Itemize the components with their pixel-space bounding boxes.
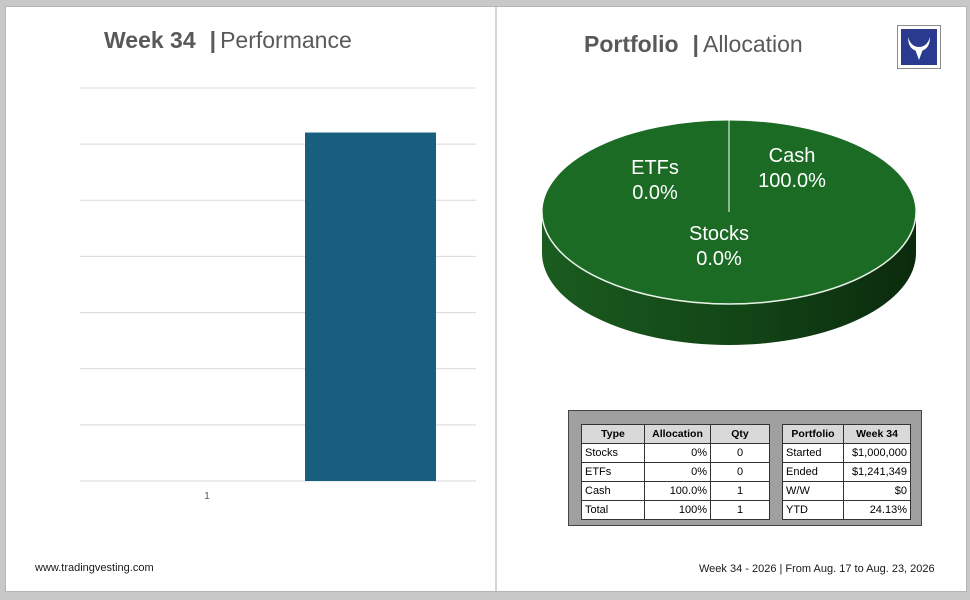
bull-horns-logo-icon (897, 25, 941, 69)
alloc-cell: 0% (644, 443, 711, 463)
alloc-header-type: Type (581, 424, 645, 444)
week-range-footer: Week 34 - 2026 | From Aug. 17 to Aug. 23… (699, 563, 935, 575)
allocation-title-label: Allocation (702, 31, 803, 57)
slice-label: Cash (769, 145, 816, 167)
port-cell: $1,241,349 (843, 462, 911, 482)
alloc-cell: 100% (644, 500, 711, 520)
table-row: Ended $1,241,349 (782, 462, 911, 482)
slice-label: ETFs (631, 157, 679, 179)
port-cell: 24.13% (843, 500, 911, 520)
alloc-cell: 1 (710, 500, 770, 520)
alloc-cell: 0 (710, 462, 770, 482)
allocation-table: Type Allocation Qty Stocks 0% 0 ETFs 0% … (581, 424, 770, 520)
alloc-cell: 0 (710, 443, 770, 463)
summary-tables: Type Allocation Qty Stocks 0% 0 ETFs 0% … (568, 410, 922, 526)
panel-divider (495, 7, 497, 591)
port-cell: YTD (782, 500, 844, 520)
portfolio-table: Portfolio Week 34 Started $1,000,000 End… (782, 424, 911, 520)
alloc-cell: 1 (710, 481, 770, 501)
port-cell: $0 (843, 481, 911, 501)
alloc-cell: Stocks (581, 443, 645, 463)
slice-value-label: 0.0% (696, 248, 742, 270)
allocation-title-portfolio: Portfolio (584, 31, 679, 57)
table-row: Stocks 0% 0 (581, 443, 770, 463)
port-cell: Started (782, 443, 844, 463)
alloc-cell: ETFs (581, 462, 645, 482)
slice-label: Stocks (689, 223, 749, 245)
performance-title-week: Week 34 (104, 27, 196, 53)
alloc-cell: 100.0% (644, 481, 711, 501)
port-header-portfolio: Portfolio (782, 424, 844, 444)
table-row: Started $1,000,000 (782, 443, 911, 463)
pie-rim (541, 211, 917, 305)
table-row: Cash 100.0% 1 (581, 481, 770, 501)
allocation-title-separator: | (692, 31, 699, 57)
performance-title-label: Performance (220, 27, 352, 53)
alloc-header-qty: Qty (710, 424, 770, 444)
dashboard-frame: Week 34 | Performance 1 Portfolio | Allocati… (5, 6, 967, 592)
alloc-header-allocation: Allocation (644, 424, 711, 444)
alloc-cell: Total (581, 500, 645, 520)
performance-bar-chart: 1 (80, 87, 476, 502)
table-row: ETFs 0% 0 (581, 462, 770, 482)
port-cell: Ended (782, 462, 844, 482)
performance-title-separator: | (209, 27, 217, 53)
slice-value-label: 0.0% (632, 182, 678, 204)
allocation-pie-chart: Cash 100.0% ETFs 0.0% Stocks 0.0% (541, 119, 917, 345)
allocation-title: Portfolio | Allocation (584, 31, 803, 58)
alloc-cell: Cash (581, 481, 645, 501)
port-cell: W/W (782, 481, 844, 501)
port-header-week: Week 34 (843, 424, 911, 444)
alloc-cell: 0% (644, 462, 711, 482)
table-row: YTD 24.13% (782, 500, 911, 520)
pie-side (542, 212, 916, 345)
website-footer: www.tradingvesting.com (35, 562, 154, 574)
x-tick-label: 1 (204, 491, 210, 502)
bar (305, 132, 436, 482)
port-cell: $1,000,000 (843, 443, 911, 463)
table-row: W/W $0 (782, 481, 911, 501)
table-row: Total 100% 1 (581, 500, 770, 520)
performance-title: Week 34 | Performance (104, 27, 352, 54)
slice-value-label: 100.0% (758, 170, 826, 192)
